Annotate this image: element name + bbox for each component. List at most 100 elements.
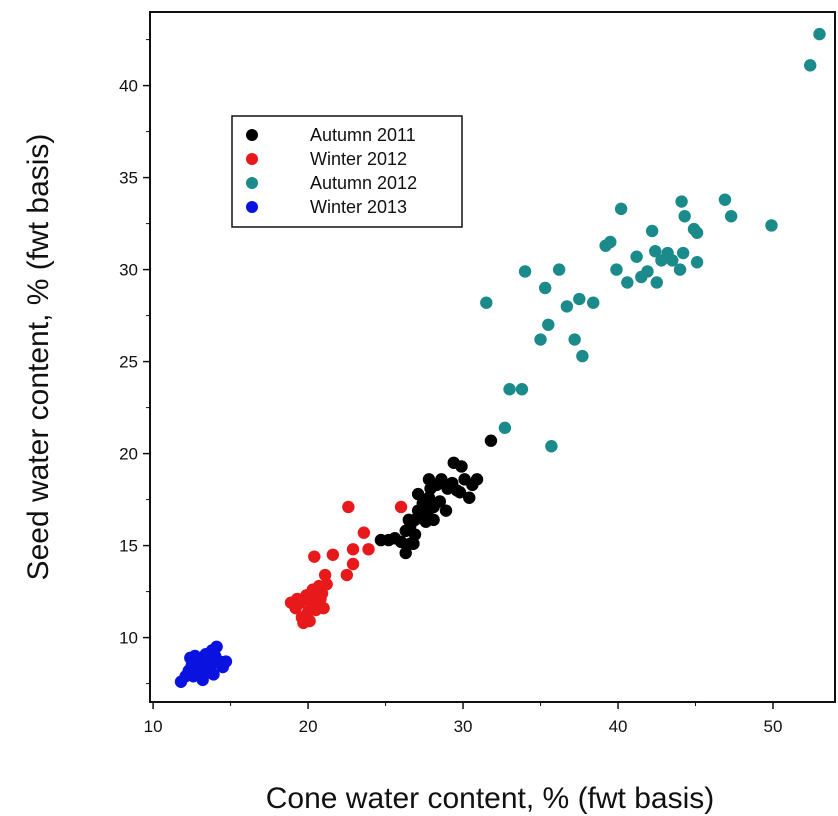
point-winter-2013 xyxy=(207,668,220,681)
point-winter-2012 xyxy=(394,500,408,514)
point-autumn-2012 xyxy=(503,383,516,396)
legend-marker xyxy=(246,153,258,165)
point-autumn-2012 xyxy=(666,254,679,267)
point-winter-2013 xyxy=(210,640,223,653)
point-autumn-2012 xyxy=(587,296,600,309)
y-axis: 10 15 20 25 30 35 40 xyxy=(119,39,150,685)
point-autumn-2012 xyxy=(690,256,704,269)
point-autumn-2011 xyxy=(422,473,436,486)
point-winter-2012 xyxy=(326,548,340,561)
point-autumn-2012 xyxy=(515,383,529,396)
point-autumn-2012 xyxy=(676,246,690,260)
point-autumn-2011 xyxy=(484,434,498,447)
x-tick-label: 30 xyxy=(454,717,473,736)
point-autumn-2012 xyxy=(678,210,691,223)
point-autumn-2012 xyxy=(614,202,628,216)
point-autumn-2012 xyxy=(576,349,589,363)
point-winter-2012 xyxy=(291,592,304,606)
point-autumn-2012 xyxy=(498,421,512,435)
point-winter-2013 xyxy=(196,673,209,687)
point-winter-2012 xyxy=(314,592,327,606)
point-autumn-2011 xyxy=(433,495,447,508)
y-tick-label: 20 xyxy=(119,445,138,464)
legend-marker xyxy=(246,129,258,141)
point-autumn-2012 xyxy=(645,224,659,238)
y-tick-label: 25 xyxy=(119,353,138,372)
point-autumn-2012 xyxy=(552,263,566,276)
point-autumn-2012 xyxy=(650,276,663,289)
point-autumn-2012 xyxy=(675,195,688,208)
x-axis-title: Cone water content, % (fwt basis) xyxy=(266,782,715,815)
y-tick-label: 15 xyxy=(119,537,138,556)
point-winter-2012 xyxy=(318,568,332,582)
point-autumn-2011 xyxy=(407,537,420,550)
point-winter-2012 xyxy=(346,543,360,556)
point-winter-2013 xyxy=(219,655,233,668)
legend-label: Winter 2013 xyxy=(310,197,407,217)
point-autumn-2012 xyxy=(641,265,654,278)
point-autumn-2011 xyxy=(408,528,422,541)
legend: Autumn 2011 Winter 2012 Autumn 2012 Winter … xyxy=(231,115,463,228)
point-autumn-2011 xyxy=(470,473,484,486)
legend-marker xyxy=(246,177,258,189)
point-autumn-2012 xyxy=(573,292,586,306)
point-autumn-2011 xyxy=(411,487,425,501)
point-autumn-2012 xyxy=(765,219,778,232)
point-autumn-2012 xyxy=(542,318,555,331)
x-tick-label: 50 xyxy=(764,717,783,736)
point-winter-2013 xyxy=(184,651,197,665)
y-tick-label: 35 xyxy=(119,169,138,188)
point-winter-2012 xyxy=(300,589,313,602)
plot-frame xyxy=(149,11,836,703)
point-autumn-2012 xyxy=(673,263,687,276)
point-winter-2012 xyxy=(309,603,323,617)
point-autumn-2012 xyxy=(568,333,581,346)
x-tick-label: 10 xyxy=(144,717,163,736)
point-autumn-2011 xyxy=(422,491,436,504)
point-winter-2012 xyxy=(346,557,360,571)
legend-label: Autumn 2011 xyxy=(310,125,416,145)
point-autumn-2012 xyxy=(630,250,643,263)
point-autumn-2011 xyxy=(439,504,453,517)
point-winter-2012 xyxy=(362,543,375,556)
point-autumn-2012 xyxy=(610,263,623,276)
point-winter-2012 xyxy=(342,500,355,514)
point-autumn-2011 xyxy=(453,486,467,499)
y-axis-title: Seed water content, % (fwt basis) xyxy=(22,134,55,581)
point-autumn-2012 xyxy=(545,440,558,453)
point-winter-2012 xyxy=(357,526,371,539)
y-tick-label: 30 xyxy=(119,261,138,280)
point-autumn-2012 xyxy=(724,210,738,223)
point-autumn-2012 xyxy=(813,27,826,41)
point-autumn-2011 xyxy=(435,473,448,486)
point-autumn-2012 xyxy=(718,193,732,206)
y-tick-label: 40 xyxy=(119,77,138,96)
x-axis: 10 20 30 40 50 xyxy=(144,702,783,736)
point-autumn-2011 xyxy=(394,535,408,549)
point-autumn-2012 xyxy=(560,300,574,313)
point-autumn-2011 xyxy=(402,513,416,527)
point-winter-2012 xyxy=(308,550,321,563)
point-autumn-2012 xyxy=(604,235,617,249)
point-winter-2012 xyxy=(340,568,354,582)
legend-box xyxy=(231,115,463,228)
point-autumn-2011 xyxy=(399,546,412,560)
point-winter-2012 xyxy=(297,616,310,630)
point-autumn-2012 xyxy=(538,281,552,295)
x-tick-label: 40 xyxy=(609,717,628,736)
point-autumn-2012 xyxy=(534,333,547,346)
point-autumn-2012 xyxy=(804,59,817,72)
y-tick-label: 10 xyxy=(119,629,138,648)
point-autumn-2012 xyxy=(621,276,634,289)
legend-label: Winter 2012 xyxy=(310,149,407,169)
x-tick-label: 20 xyxy=(299,717,318,736)
point-autumn-2011 xyxy=(421,506,434,519)
point-autumn-2011 xyxy=(463,491,476,504)
point-autumn-2012 xyxy=(480,296,493,309)
point-autumn-2011 xyxy=(455,460,468,473)
point-autumn-2012 xyxy=(518,265,532,278)
legend-label: Autumn 2012 xyxy=(310,173,417,193)
point-autumn-2012 xyxy=(690,226,704,239)
point-autumn-2012 xyxy=(649,245,662,258)
